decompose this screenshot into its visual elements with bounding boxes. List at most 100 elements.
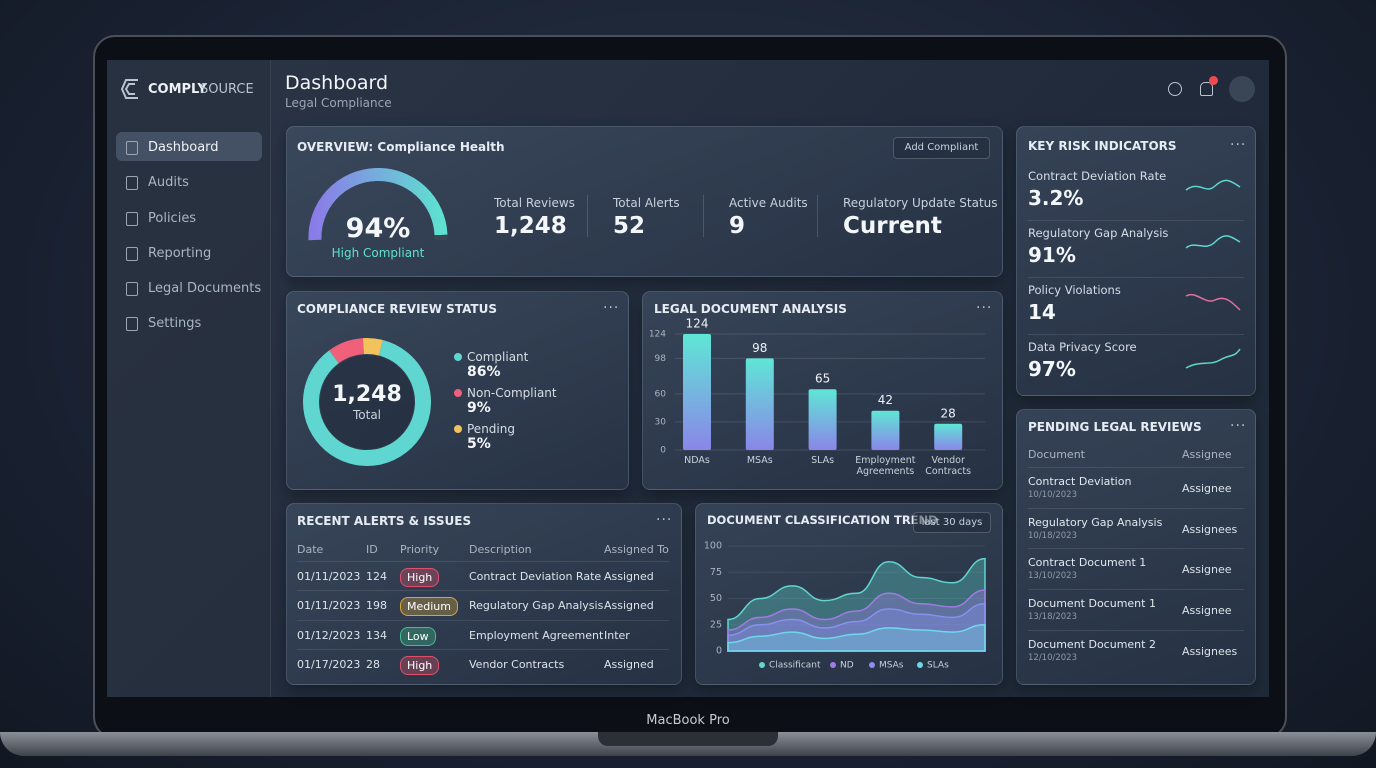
stat-value: 52 [613, 212, 646, 239]
date-range-dropdown[interactable]: last 30 days [913, 512, 991, 533]
y-tick-label: 25 [710, 619, 722, 630]
area [727, 623, 986, 652]
x-tick-label: NDAs [684, 455, 710, 466]
card-title: OVERVIEW: Compliance Health [297, 140, 505, 154]
nav-item[interactable]: Legal Documents [148, 280, 262, 296]
y-tick-label: 98 [655, 354, 667, 364]
nav-item[interactable]: Reporting [148, 245, 212, 261]
cell: Vendor Contracts [469, 657, 565, 671]
document-date: 12/10/2023 [1028, 652, 1077, 663]
nav-item[interactable]: Settings [148, 315, 202, 331]
card-title: RECENT ALERTS & ISSUES [297, 514, 472, 528]
y-tick-label: 0 [660, 446, 666, 456]
y-tick-label: 100 [704, 541, 722, 552]
donut-chart [303, 338, 431, 466]
more-button[interactable]: ··· [976, 300, 993, 316]
value-label: 86% [467, 364, 501, 380]
legend-dot [454, 389, 462, 397]
row-divider [1028, 467, 1244, 468]
nav-item[interactable]: Audits [148, 174, 189, 190]
laptop-notch [598, 732, 778, 746]
legend-name: Pending [467, 422, 515, 436]
legend-name: Compliant [467, 350, 529, 364]
nav-icon [126, 317, 138, 331]
pending-reviews-card [1016, 409, 1256, 685]
area [727, 589, 986, 652]
bar [808, 389, 837, 450]
cell: Inter [604, 628, 630, 642]
document-date: 10/10/2023 [1028, 489, 1077, 500]
kri-label: Policy Violations [1028, 283, 1121, 298]
document-name: Regulatory Gap Analysis [1028, 515, 1163, 529]
data-label: 42 [878, 393, 893, 407]
row-divider [1028, 277, 1244, 278]
more-button[interactable]: ··· [603, 300, 620, 316]
kri-value: 14 [1028, 300, 1056, 324]
x-tick-label: Employment Agreements [855, 455, 916, 477]
cell: Assigned [604, 598, 654, 612]
y-tick-label: 0 [716, 646, 722, 657]
kri-value: 3.2% [1028, 186, 1084, 210]
value-label: 9% [467, 400, 491, 416]
stat-label: Total Alerts [613, 196, 680, 210]
nav-active [116, 132, 262, 161]
document-name: Document Document 2 [1028, 637, 1156, 651]
cell: 198 [366, 598, 387, 612]
cell: 124 [366, 569, 387, 583]
y-tick-label: 60 [655, 389, 667, 399]
sparkline [1185, 293, 1241, 311]
cell: Regulatory Gap Analysis [469, 598, 604, 612]
donut-total: 1,248 [332, 382, 402, 407]
legend-dot [759, 662, 765, 668]
nav-item[interactable]: Policies [148, 210, 197, 226]
sparkline [1185, 235, 1241, 249]
bar [934, 423, 963, 450]
stat-label: Regulatory Update Status [843, 196, 998, 210]
donut-caption: Total [352, 408, 382, 422]
kri-label: Data Privacy Score [1028, 340, 1137, 355]
notifications-button[interactable] [1200, 82, 1213, 96]
value-label: 5% [467, 436, 491, 452]
document-date: 13/18/2023 [1028, 611, 1077, 622]
data-label: 124 [686, 317, 709, 331]
nav-item[interactable]: Dashboard [148, 139, 219, 155]
kri-label: Contract Deviation Rate [1028, 169, 1167, 184]
assignee: Assignee [1182, 603, 1232, 617]
column-header: Document [1028, 447, 1085, 461]
cell: 134 [366, 628, 387, 642]
row-divider [1028, 508, 1244, 509]
help-button[interactable] [1168, 82, 1182, 96]
nav-icon [126, 141, 138, 155]
x-tick-label: SLAs [811, 455, 835, 466]
column-header: Assigned To [604, 542, 669, 556]
gauge-caption: High Compliant [331, 246, 425, 260]
priority-badge: Medium [400, 596, 458, 616]
bar [745, 358, 774, 450]
row-divider [297, 590, 669, 591]
kri-value: 97% [1028, 357, 1076, 381]
profile-button[interactable] [1229, 76, 1255, 102]
data-label: 98 [752, 341, 767, 355]
more-button[interactable]: ··· [656, 512, 673, 528]
add-compliant-button[interactable]: Add Compliant [893, 137, 990, 159]
overview-card [286, 126, 1003, 277]
stat-label: Active Audits [729, 196, 808, 210]
divider [587, 195, 588, 237]
x-tick-label: MSAs [746, 455, 773, 466]
area [727, 557, 986, 652]
divider [817, 195, 818, 237]
cell: 28 [366, 657, 380, 671]
legend-name: SLAs [927, 661, 949, 671]
risk-indicators-card [1016, 126, 1256, 396]
data-label: 28 [941, 406, 956, 420]
more-button[interactable]: ··· [1230, 137, 1247, 153]
divider [703, 195, 704, 237]
card-title: PENDING LEGAL REVIEWS [1028, 420, 1202, 434]
more-button[interactable]: ··· [1230, 418, 1247, 434]
logo [120, 79, 138, 99]
gauge-arc [308, 168, 448, 241]
row-divider [1028, 334, 1244, 335]
card-title: DOCUMENT CLASSIFICATION TREND [707, 513, 938, 528]
card-title: COMPLIANCE REVIEW STATUS [297, 302, 497, 316]
